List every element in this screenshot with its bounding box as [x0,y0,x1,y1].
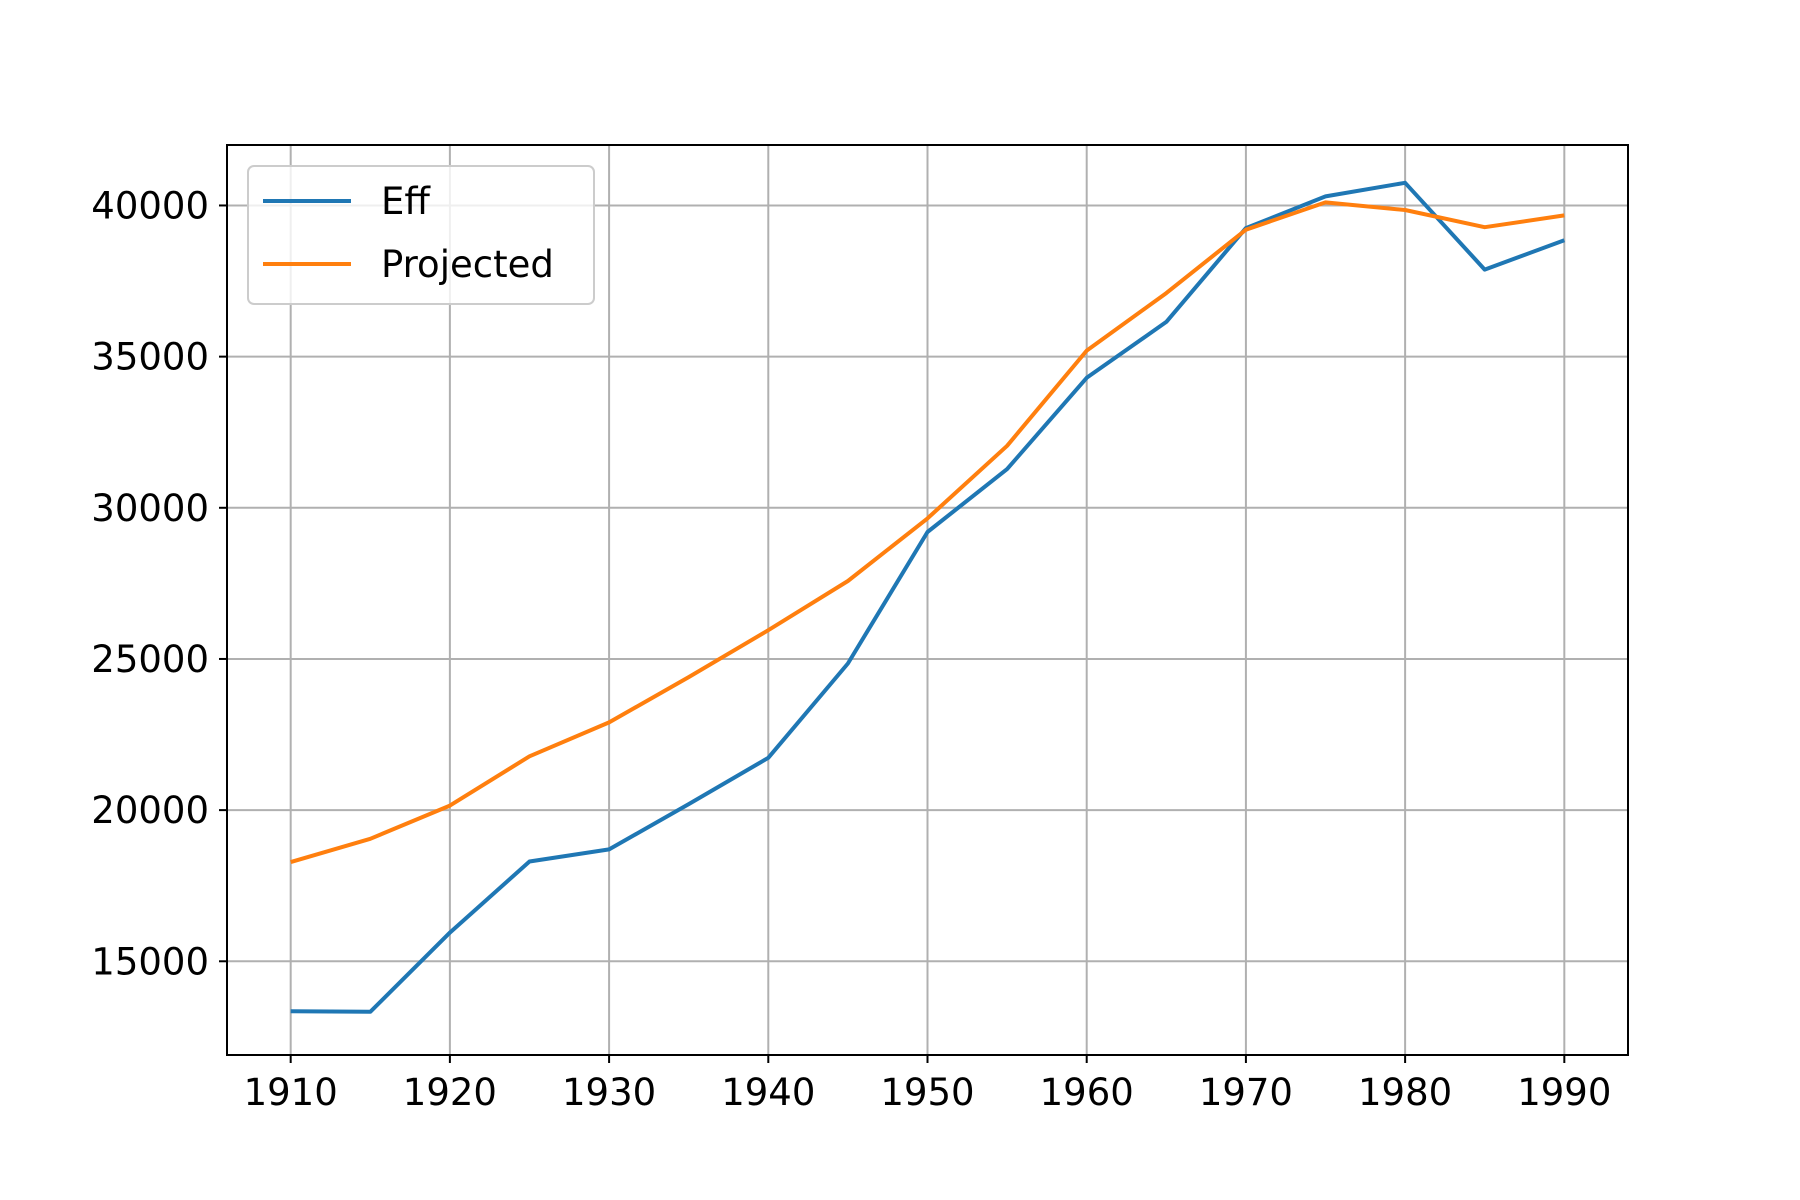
x-tick-label-1970: 1970 [1199,1071,1293,1114]
grid [227,145,1628,1055]
x-tick-label-1920: 1920 [403,1071,497,1114]
series-line-projected [290,200,1565,865]
series-lines [290,180,1565,1014]
x-tick-label-1950: 1950 [880,1071,974,1114]
x-tick-label-1930: 1930 [562,1071,656,1114]
legend-label-projected: Projected [381,243,554,286]
x-tick-label-1940: 1940 [721,1071,815,1114]
legend-label-eff: Eff [381,180,431,223]
series-line-eff [290,180,1565,1014]
legend: Eff Projected [247,165,595,305]
y-tick-label-35000: 35000 [91,336,209,379]
x-tick-label-1990: 1990 [1517,1071,1611,1114]
y-tick-label-25000: 25000 [91,638,209,681]
y-tick-label-20000: 20000 [91,789,209,832]
x-tick-label-1960: 1960 [1040,1071,1134,1114]
axis-ticks: 1910 1920 1930 1940 1950 1960 1970 1980 1990 1500… [91,184,1611,1114]
x-tick-label-1980: 1980 [1358,1071,1452,1114]
y-tick-label-30000: 30000 [91,487,209,530]
y-tick-label-15000: 15000 [91,940,209,983]
x-tick-label-1910: 1910 [244,1071,338,1114]
y-tick-label-40000: 40000 [91,184,209,227]
